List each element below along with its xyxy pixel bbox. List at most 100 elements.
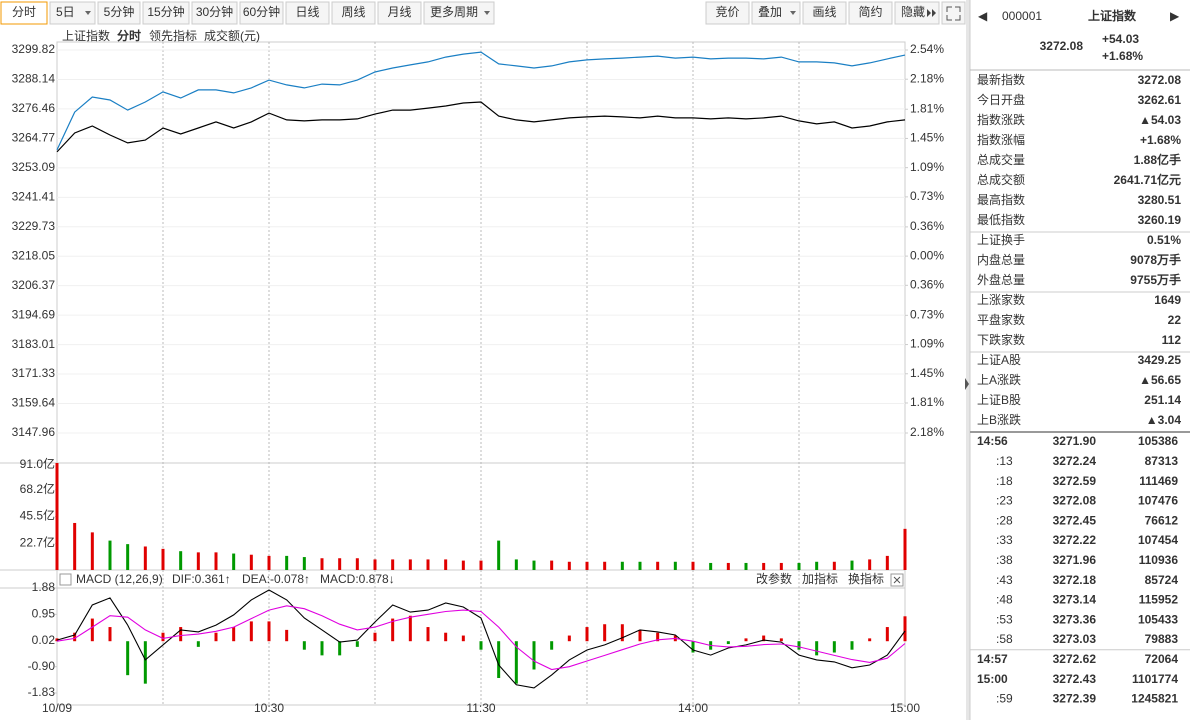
- volume-bar: [550, 560, 554, 570]
- stat-label: 上涨家数: [977, 292, 1025, 307]
- fullscreen-button[interactable]: [941, 1, 966, 25]
- volume-bar: [338, 558, 342, 570]
- tool-button[interactable]: [894, 1, 940, 25]
- expand-icon: [927, 9, 936, 17]
- volume-bar: [638, 561, 642, 570]
- tick-time: :18: [996, 474, 1013, 488]
- price-tick-label: 3206.37: [12, 278, 56, 292]
- volume-bar: [726, 562, 730, 570]
- volume-tick-label: 22.7亿: [20, 534, 55, 549]
- volume-bar: [426, 559, 430, 570]
- period-label: 分时: [12, 5, 36, 19]
- stat-label: 今日开盘: [977, 92, 1025, 107]
- volume-bar: [673, 561, 677, 570]
- macd-action[interactable]: 改参数: [756, 571, 792, 586]
- volume-bar: [444, 559, 448, 570]
- macd-bar: [214, 632, 218, 642]
- period-label: 月线: [387, 5, 411, 19]
- volume-bar: [691, 561, 695, 570]
- tick-price: 3271.90: [1053, 434, 1097, 448]
- percent-tick-label: 2.18%: [910, 71, 944, 85]
- stat-label: 上A涨跌: [977, 372, 1021, 387]
- tool-label: 简约: [858, 4, 882, 19]
- stock-code: 000001: [1002, 9, 1042, 23]
- period-button[interactable]: [97, 1, 141, 25]
- period-button[interactable]: [0, 1, 48, 25]
- macd-bar: [567, 635, 571, 642]
- period-label: 更多周期: [430, 5, 478, 19]
- price-line: [56, 101, 906, 153]
- percent-tick-label: 1.09%: [910, 337, 944, 351]
- tick-volume: 107476: [1138, 494, 1178, 508]
- macd-close-icon: [893, 576, 901, 584]
- tool-button[interactable]: [802, 1, 847, 25]
- macd-settings-box[interactable]: [59, 573, 72, 586]
- volume-bar: [320, 558, 324, 570]
- dropdown-arrow: [484, 11, 490, 15]
- price-tick-label: 3241.41: [12, 189, 56, 203]
- volume-bar: [55, 463, 59, 570]
- tick-volume: 105433: [1138, 612, 1178, 626]
- volume-bar: [285, 555, 289, 570]
- volume-bar: [267, 555, 271, 570]
- period-label: 5日: [56, 5, 75, 19]
- period-button[interactable]: [142, 1, 190, 25]
- price-tick-label: 3288.14: [12, 72, 56, 86]
- tick-volume: 72064: [1145, 652, 1179, 666]
- prev-arrow[interactable]: ◀: [978, 9, 988, 23]
- percent-tick-label: 0.36%: [910, 219, 944, 233]
- stat-value: 1.88亿手: [1134, 152, 1181, 167]
- volume-bar: [391, 559, 395, 570]
- tool-button[interactable]: [705, 1, 750, 25]
- volume-bar: [532, 560, 536, 570]
- tick-price: 3273.36: [1053, 612, 1097, 626]
- volume-bar: [585, 561, 589, 570]
- period-button[interactable]: [239, 1, 284, 25]
- macd-action[interactable]: 加指标: [802, 571, 838, 586]
- time-label: 10:30: [254, 701, 284, 715]
- volume-tick-label: 91.0亿: [20, 456, 55, 471]
- period-button[interactable]: [423, 1, 495, 25]
- macd-bar: [585, 627, 589, 642]
- period-button[interactable]: [49, 1, 96, 25]
- period-label: 周线: [341, 5, 365, 19]
- tool-button[interactable]: [848, 1, 893, 25]
- tick-volume: 76612: [1145, 513, 1179, 527]
- next-arrow[interactable]: ▶: [1170, 9, 1180, 23]
- stat-value: +1.68%: [1140, 133, 1181, 147]
- macd-tick-label: 1.88: [32, 580, 56, 594]
- stat-label: 最高指数: [977, 192, 1025, 207]
- macd-action[interactable]: 换指标: [848, 571, 884, 586]
- macd-bar: [249, 621, 253, 642]
- volume-bar: [196, 552, 200, 570]
- macd-bar: [196, 641, 200, 647]
- volume-bar: [815, 561, 819, 570]
- volume-tick-label: 45.5亿: [20, 508, 55, 523]
- volume-bar: [903, 528, 907, 570]
- tick-price: 3272.24: [1053, 454, 1097, 468]
- period-button[interactable]: [377, 1, 422, 25]
- tool-button[interactable]: [751, 1, 801, 25]
- macd-bar: [426, 627, 430, 642]
- period-button[interactable]: [331, 1, 376, 25]
- price-tick-label: 3194.69: [12, 307, 56, 321]
- period-button[interactable]: [191, 1, 238, 25]
- stat-label: 平盘家数: [977, 312, 1025, 327]
- macd-bar: [338, 641, 342, 656]
- splitter-handle[interactable]: [965, 378, 969, 390]
- macd-bar: [550, 641, 554, 650]
- stock-name: 上证指数: [1088, 8, 1137, 23]
- stat-value: 251.14: [1144, 393, 1181, 407]
- percent-tick-label: 0.00%: [910, 248, 944, 262]
- tick-volume: 111469: [1139, 474, 1178, 488]
- tick-price: 3272.45: [1053, 513, 1097, 527]
- volume-bar: [108, 540, 112, 570]
- splitter[interactable]: [966, 0, 970, 720]
- stat-value: 2641.71亿元: [1114, 172, 1181, 187]
- period-button[interactable]: [285, 1, 330, 25]
- price-tick-label: 3159.64: [12, 396, 56, 410]
- macd-bar: [620, 624, 624, 642]
- macd-bar: [726, 641, 730, 645]
- stat-label: 上证换手: [977, 233, 1025, 247]
